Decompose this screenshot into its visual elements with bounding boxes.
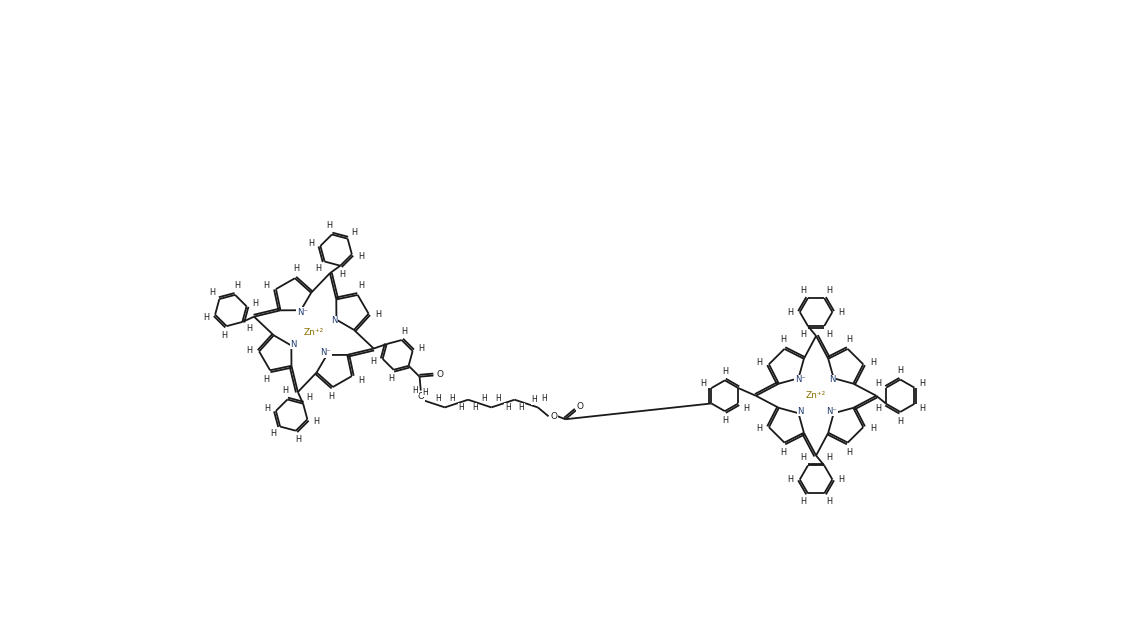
Text: H: H bbox=[351, 227, 357, 237]
Text: H: H bbox=[282, 386, 288, 395]
Text: H: H bbox=[826, 286, 832, 295]
Text: H: H bbox=[875, 404, 881, 413]
Text: O: O bbox=[551, 412, 557, 421]
Text: H: H bbox=[897, 366, 904, 375]
Text: H: H bbox=[473, 403, 478, 412]
Text: H: H bbox=[826, 453, 832, 462]
Text: H: H bbox=[869, 424, 876, 433]
Text: N⁻: N⁻ bbox=[320, 349, 331, 358]
Text: H: H bbox=[419, 344, 424, 353]
Text: H: H bbox=[788, 475, 794, 484]
Text: H: H bbox=[358, 252, 364, 261]
Text: H: H bbox=[482, 394, 487, 403]
Text: H: H bbox=[721, 416, 728, 425]
Text: H: H bbox=[801, 286, 806, 295]
Text: H: H bbox=[329, 392, 335, 401]
Text: H: H bbox=[756, 358, 763, 367]
Text: H: H bbox=[340, 270, 345, 279]
Text: H: H bbox=[756, 424, 763, 433]
Text: H: H bbox=[780, 448, 786, 457]
Text: N: N bbox=[829, 375, 835, 384]
Text: N: N bbox=[797, 407, 803, 416]
Text: H: H bbox=[203, 312, 209, 321]
Text: O: O bbox=[418, 392, 424, 401]
Text: Zn⁺²: Zn⁺² bbox=[806, 391, 826, 400]
Text: H: H bbox=[920, 378, 926, 387]
Text: H: H bbox=[846, 448, 852, 457]
Text: H: H bbox=[295, 435, 302, 444]
Text: H: H bbox=[897, 417, 904, 425]
Text: N⁻: N⁻ bbox=[297, 308, 307, 317]
Text: N⁻: N⁻ bbox=[795, 375, 805, 384]
Text: H: H bbox=[801, 497, 806, 506]
Text: H: H bbox=[701, 379, 707, 388]
Text: H: H bbox=[245, 324, 252, 333]
Text: H: H bbox=[247, 346, 252, 355]
Text: O: O bbox=[577, 403, 584, 411]
Text: H: H bbox=[292, 264, 299, 273]
Text: H: H bbox=[422, 387, 428, 396]
Text: H: H bbox=[541, 394, 547, 403]
Text: H: H bbox=[448, 394, 454, 403]
Text: H: H bbox=[413, 386, 419, 395]
Text: H: H bbox=[721, 366, 728, 376]
Text: H: H bbox=[401, 326, 407, 336]
Text: N: N bbox=[331, 316, 337, 325]
Text: H: H bbox=[846, 335, 852, 344]
Text: H: H bbox=[210, 288, 216, 297]
Text: H: H bbox=[435, 394, 440, 403]
Text: H: H bbox=[234, 281, 241, 290]
Text: H: H bbox=[496, 394, 501, 403]
Text: H: H bbox=[920, 404, 926, 413]
Text: H: H bbox=[370, 357, 376, 366]
Text: H: H bbox=[801, 453, 806, 462]
Text: H: H bbox=[838, 307, 844, 317]
Text: H: H bbox=[826, 330, 832, 338]
Text: H: H bbox=[826, 497, 832, 506]
Text: H: H bbox=[359, 281, 365, 290]
Text: H: H bbox=[531, 395, 537, 404]
Text: H: H bbox=[252, 300, 258, 309]
Text: H: H bbox=[263, 375, 270, 384]
Text: H: H bbox=[518, 403, 524, 412]
Text: H: H bbox=[264, 281, 270, 290]
Text: H: H bbox=[309, 239, 314, 248]
Text: H: H bbox=[838, 475, 844, 484]
Text: N⁻: N⁻ bbox=[827, 407, 837, 416]
Text: N: N bbox=[290, 340, 297, 349]
Text: H: H bbox=[875, 378, 881, 387]
Text: H: H bbox=[271, 429, 276, 438]
Text: H: H bbox=[869, 358, 876, 367]
Text: H: H bbox=[780, 335, 786, 344]
Text: H: H bbox=[801, 330, 806, 338]
Text: H: H bbox=[315, 264, 321, 272]
Text: H: H bbox=[306, 392, 313, 402]
Text: H: H bbox=[327, 221, 333, 230]
Text: H: H bbox=[313, 417, 319, 426]
Text: O: O bbox=[436, 370, 443, 380]
Text: H: H bbox=[505, 403, 510, 412]
Text: H: H bbox=[264, 404, 270, 413]
Text: H: H bbox=[388, 374, 395, 383]
Text: H: H bbox=[358, 376, 364, 385]
Text: H: H bbox=[743, 404, 749, 413]
Text: H: H bbox=[221, 331, 227, 340]
Text: H: H bbox=[375, 311, 382, 319]
Text: H: H bbox=[788, 307, 794, 317]
Text: Zn⁺²: Zn⁺² bbox=[304, 328, 323, 337]
Text: H: H bbox=[459, 403, 465, 412]
